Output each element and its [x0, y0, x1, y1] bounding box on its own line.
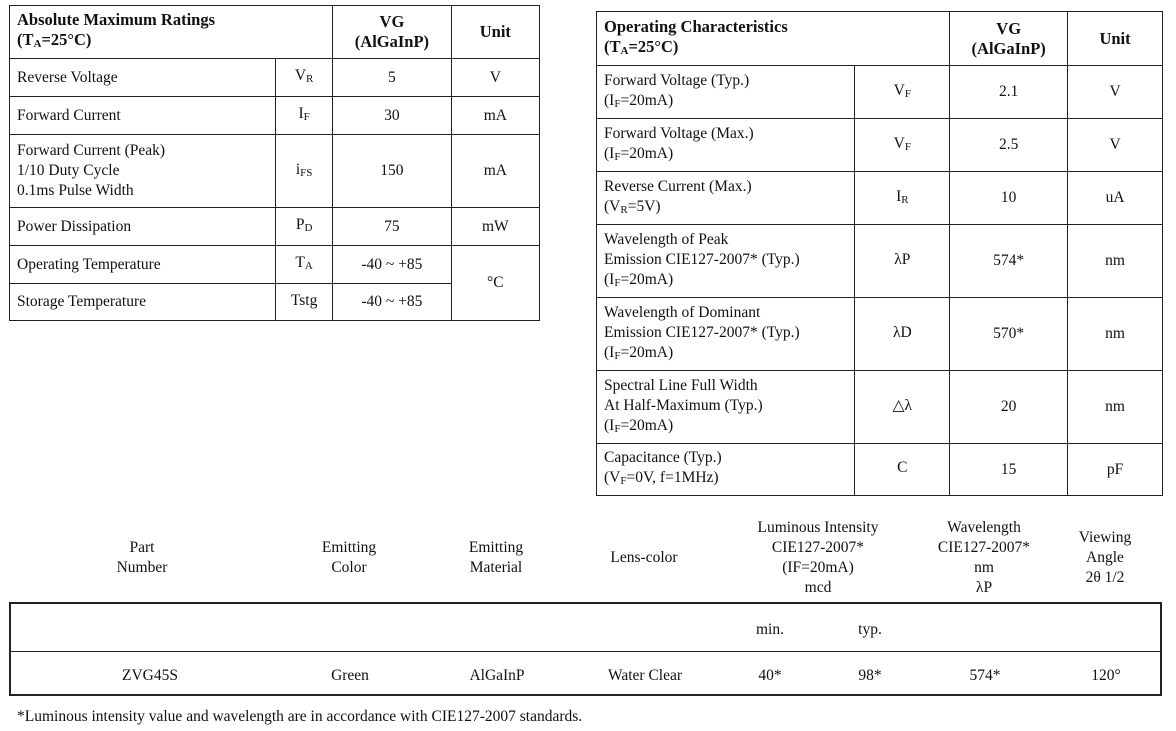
amr-unit: mW: [450, 207, 541, 246]
row-typ: 98*: [858, 667, 882, 684]
opc-unit: uA: [1067, 171, 1163, 225]
amr-unit: mA: [450, 96, 541, 135]
opc-symbol: VF: [854, 65, 951, 119]
opc-unit: V: [1067, 118, 1163, 172]
opc-param: Forward Voltage (Typ.) (IF=20mA): [595, 65, 856, 119]
col-emitting-color: Emitting Color: [321, 539, 377, 576]
opc-param: Wavelength of Peak Emission CIE127-2007*…: [595, 224, 856, 298]
amr-unit: V: [450, 58, 541, 97]
opc-value: 10: [949, 171, 1069, 225]
amr-title-cell: Absolute Maximum Ratings (TA=25°C): [8, 5, 334, 59]
col-luminous-intensity: Luminous Intensity CIE127-2007* (IF=20mA…: [757, 519, 879, 596]
opc-unit: nm: [1067, 224, 1163, 298]
opc-param: Capacitance (Typ.) (VF=0V, f=1MHz): [595, 443, 856, 496]
sub-min: min.: [756, 621, 784, 638]
opc-col-unit: Unit: [1067, 11, 1163, 66]
opc-unit: V: [1067, 65, 1163, 119]
opc-symbol: △λ: [854, 370, 951, 444]
col-emitting-material: Emitting Material: [468, 539, 524, 576]
amr-symbol: VR: [274, 58, 334, 97]
amr-symbol: PD: [274, 207, 334, 246]
spec-table-header: Part Number Emitting Color Emitting Mate…: [10, 515, 1163, 601]
col-part-number: Part Number: [116, 539, 168, 576]
opc-symbol: λD: [854, 297, 951, 371]
amr-value: 5: [332, 58, 452, 97]
amr-value: 150: [332, 134, 452, 208]
col-viewing-angle: Viewing Angle 2θ 1/2: [1078, 529, 1132, 586]
opc-title: Operating Characteristics: [604, 16, 788, 36]
opc-value: 2.1: [949, 65, 1069, 119]
opc-symbol: IR: [854, 171, 951, 225]
spec-divider: [11, 651, 1160, 652]
opc-value: 574*: [949, 224, 1069, 298]
amr-param: Operating Temperature: [9, 245, 276, 284]
amr-symbol: Tstg: [274, 283, 334, 321]
opc-param: Wavelength of Dominant Emission CIE127-2…: [595, 297, 856, 371]
amr-param: Storage Temperature: [9, 283, 276, 321]
operating-characteristics-table: Operating Characteristics (TA=25°C) VG (A…: [595, 11, 1163, 496]
opc-condition: (TA=25°C): [604, 36, 679, 57]
row-angle: 120°: [1091, 667, 1121, 684]
opc-param: Spectral Line Full Width At Half-Maximum…: [595, 370, 856, 444]
opc-param: Reverse Current (Max.) (VR=5V): [595, 171, 856, 225]
amr-param: Forward Current: [9, 96, 276, 135]
opc-row: Spectral Line Full Width At Half-Maximum…: [595, 370, 1163, 444]
amr-row: Storage Temperature Tstg -40 ~ +85: [9, 283, 540, 321]
opc-row: Capacitance (Typ.) (VF=0V, f=1MHz) C 15 p…: [595, 443, 1163, 496]
opc-unit: pF: [1067, 443, 1163, 496]
opc-row: Forward Voltage (Max.) (IF=20mA) VF 2.5 V: [595, 118, 1163, 172]
amr-value: -40 ~ +85: [332, 245, 452, 284]
amr-row: Forward Current (Peak) 1/10 Duty Cycle 0…: [9, 134, 541, 208]
amr-row: Reverse Voltage VR 5 V: [9, 58, 541, 97]
opc-title-cell: Operating Characteristics (TA=25°C): [595, 11, 951, 66]
amr-symbol: iFS: [274, 134, 334, 208]
amr-row: Forward Current IF 30 mA: [9, 96, 541, 135]
opc-symbol: C: [854, 443, 951, 496]
opc-symbol: λP: [854, 224, 951, 298]
amr-param: Reverse Voltage: [9, 58, 276, 97]
row-min: 40*: [758, 667, 782, 684]
amr-symbol: TA: [274, 245, 334, 284]
row-wavelength: 574*: [969, 667, 1001, 684]
opc-row: Forward Voltage (Typ.) (IF=20mA) VF 2.1 V: [595, 65, 1163, 119]
amr-row: Power Dissipation PD 75 mW: [9, 207, 541, 246]
opc-col-vg: VG (AlGaInP): [949, 11, 1069, 66]
col-lens-color: Lens-color: [610, 549, 678, 566]
amr-condition: (TA=25°C): [17, 30, 92, 50]
row-part-number: ZVG45S: [122, 667, 178, 684]
amr-row: Operating Temperature TA -40 ~ +85 °C: [9, 245, 541, 321]
sub-typ: typ.: [858, 621, 882, 638]
row-lens: Water Clear: [607, 667, 683, 684]
amr-value: 30: [332, 96, 452, 135]
amr-param: Power Dissipation: [9, 207, 276, 246]
opc-value: 20: [949, 370, 1069, 444]
amr-unit: mA: [450, 134, 541, 208]
col-wavelength: Wavelength CIE127-2007* nm λP: [937, 519, 1031, 596]
opc-param: Forward Voltage (Max.) (IF=20mA): [595, 118, 856, 172]
amr-value: 75: [332, 207, 452, 246]
absolute-max-ratings-table: Absolute Maximum Ratings (TA=25°C) VG (Al…: [8, 5, 541, 321]
row-color: Green: [331, 667, 369, 684]
footnote: *Luminous intensity value and wavelength…: [17, 708, 583, 725]
spec-table-body: min. typ. ZVG45S Green AlGaInP Water Cle…: [9, 602, 1162, 696]
amr-value: -40 ~ +85: [332, 283, 452, 321]
opc-value: 15: [949, 443, 1069, 496]
row-material: AlGaInP: [469, 667, 525, 684]
amr-unit: °C: [450, 245, 541, 321]
opc-value: 2.5: [949, 118, 1069, 172]
opc-unit: nm: [1067, 370, 1163, 444]
amr-param: Forward Current (Peak) 1/10 Duty Cycle 0…: [9, 134, 276, 208]
opc-row: Reverse Current (Max.) (VR=5V) IR 10 uA: [595, 171, 1163, 225]
opc-row: Wavelength of Peak Emission CIE127-2007*…: [595, 224, 1163, 298]
amr-symbol: IF: [274, 96, 334, 135]
opc-symbol: VF: [854, 118, 951, 172]
amr-col-vg: VG (AlGaInP): [332, 5, 452, 59]
opc-row: Wavelength of Dominant Emission CIE127-2…: [595, 297, 1163, 371]
amr-title: Absolute Maximum Ratings: [17, 10, 216, 29]
opc-unit: nm: [1067, 297, 1163, 371]
amr-col-unit: Unit: [450, 5, 541, 59]
opc-value: 570*: [949, 297, 1069, 371]
